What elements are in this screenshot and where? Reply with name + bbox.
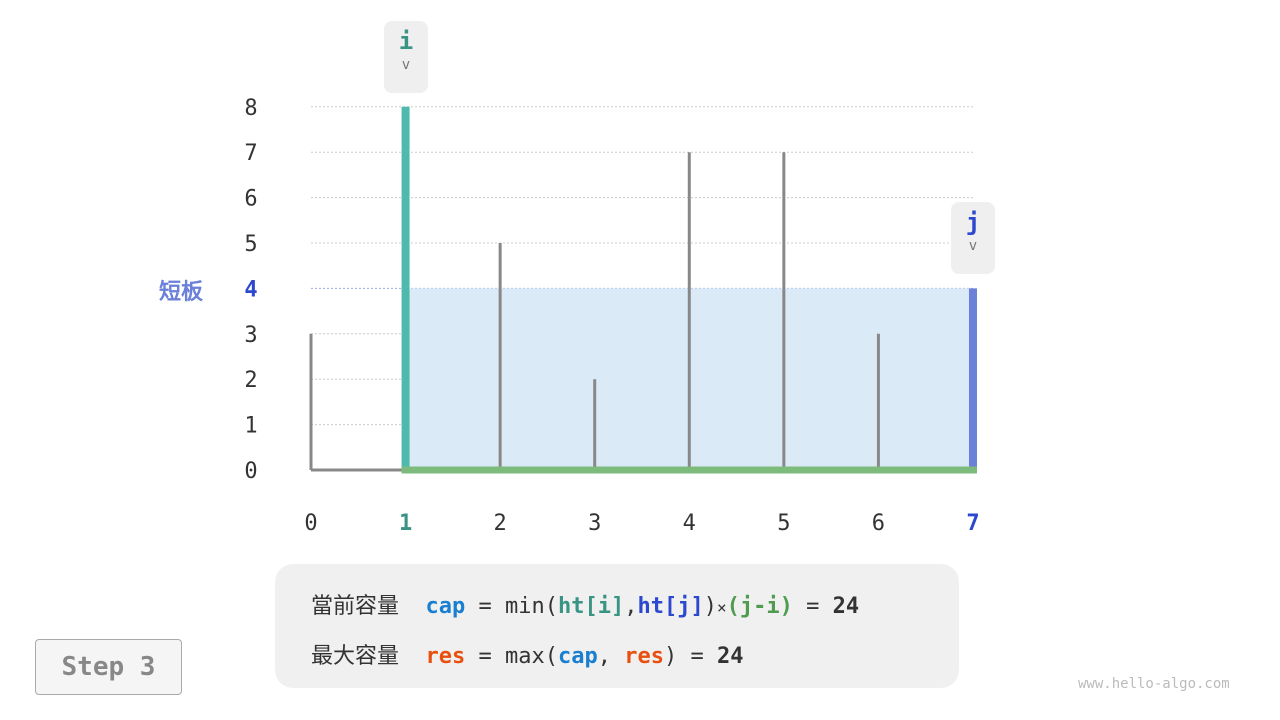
cap-result: 24	[832, 594, 860, 619]
x-tick-label: 3	[588, 511, 601, 536]
formula-cap: 當前容量 cap = min(ht[i],ht[j])×(j-i) = 24	[311, 588, 859, 620]
y-tick-label: 8	[244, 96, 257, 121]
comma: ,	[597, 644, 611, 669]
formula-res: 最大容量 res = max(cap, res) = 24	[311, 638, 744, 670]
arrow-down-icon: v	[968, 238, 978, 254]
eq: =	[478, 644, 492, 669]
y-tick-label: 1	[244, 414, 257, 439]
res-label: 最大容量	[311, 644, 400, 669]
x-tick-label: 7	[966, 511, 979, 536]
pointer-i-label: i	[398, 27, 414, 55]
min-fn: min(	[505, 594, 558, 619]
x-tick-label: 2	[494, 511, 507, 536]
y-tick-label: 6	[244, 187, 257, 212]
comma: ,	[624, 594, 638, 619]
y-tick-label: 7	[244, 141, 257, 166]
y-tick-label: 4	[244, 277, 257, 302]
x-tick-label: 1	[399, 511, 412, 536]
x-tick-label: 4	[683, 511, 696, 536]
y-tick-label: 2	[244, 368, 257, 393]
times: ×	[716, 598, 727, 617]
cap-var: cap	[558, 644, 598, 669]
y-tick-label: 0	[244, 459, 257, 484]
watermark: www.hello-algo.com	[1078, 676, 1230, 692]
eq: =	[806, 594, 820, 619]
arrow-down-icon: v	[401, 57, 411, 73]
pointer-j: j v	[951, 202, 995, 274]
cap-label: 當前容量	[311, 594, 400, 619]
x-tick-label: 0	[304, 511, 317, 536]
paren: )	[703, 594, 717, 619]
res-var: res	[624, 644, 664, 669]
short-board-label: 短板	[159, 280, 204, 305]
eq: =	[690, 644, 704, 669]
y-tick-label: 3	[244, 323, 257, 348]
y-tick-label: 5	[244, 232, 257, 257]
ht-i: ht[i]	[558, 594, 625, 619]
x-tick-label: 5	[777, 511, 790, 536]
eq: =	[478, 594, 492, 619]
formula-panel: 當前容量 cap = min(ht[i],ht[j])×(j-i) = 24 最…	[275, 564, 959, 688]
j-minus-i: (j-i)	[726, 594, 793, 619]
pointer-i: i v	[384, 21, 428, 93]
max-fn: max(	[505, 644, 558, 669]
res-result: 24	[717, 644, 744, 669]
step-button[interactable]: Step 3	[35, 639, 182, 695]
x-tick-label: 6	[872, 511, 885, 536]
pointer-j-label: j	[965, 208, 981, 236]
res-var: res	[425, 644, 466, 669]
paren: )	[664, 644, 678, 669]
cap-var: cap	[425, 594, 466, 619]
ht-j: ht[j]	[637, 594, 704, 619]
